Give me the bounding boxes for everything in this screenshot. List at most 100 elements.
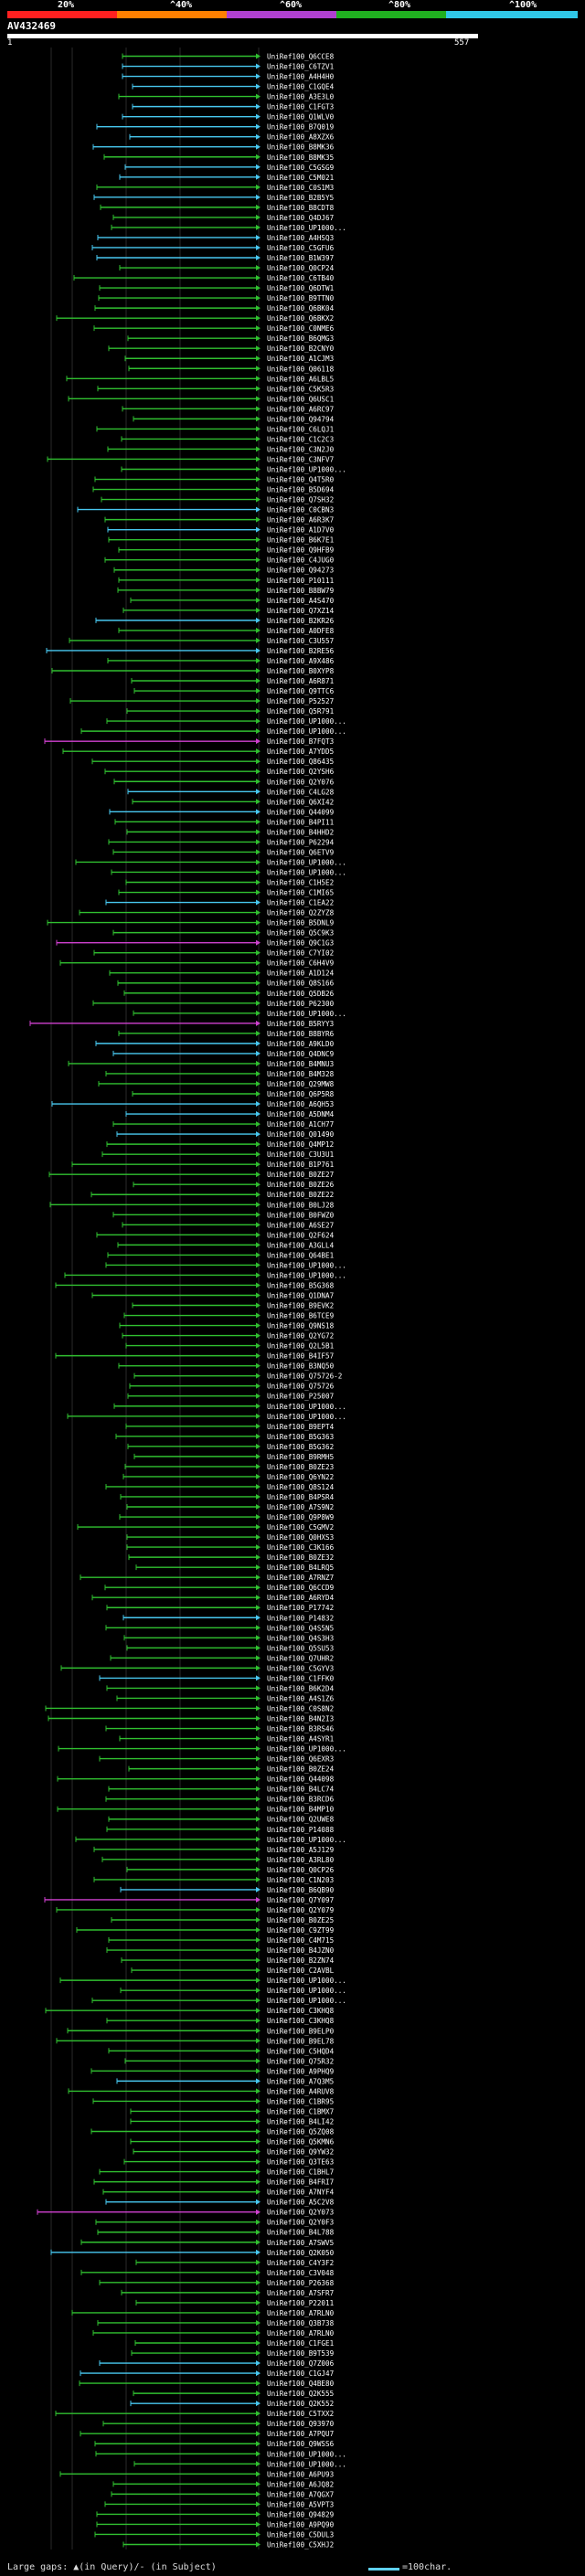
hit-id-link[interactable]: UniRef100_Q2ZYZ8	[267, 909, 335, 917]
hit-id-link[interactable]: UniRef100_UP1000...	[267, 717, 346, 726]
hit-id-link[interactable]: UniRef100_UP1000...	[267, 1010, 346, 1018]
hit-id-link[interactable]: UniRef100_P22011	[267, 2299, 335, 2307]
hit-id-link[interactable]: UniRef100_B7Q019	[267, 123, 335, 132]
hit-id-link[interactable]: UniRef100_A1D124	[267, 970, 335, 978]
hit-id-link[interactable]: UniRef100_C0CBN3	[267, 506, 334, 514]
hit-id-link[interactable]: UniRef100_A7RLN0	[267, 2329, 335, 2337]
hit-id-link[interactable]: UniRef100_B0XYP8	[267, 667, 335, 675]
hit-id-link[interactable]: UniRef100_B9ELP0	[267, 2027, 335, 2035]
hit-id-link[interactable]: UniRef100_Q01490	[267, 1130, 335, 1139]
hit-id-link[interactable]: UniRef100_A7YDD5	[267, 747, 334, 756]
hit-id-link[interactable]: UniRef100_A7PQU7	[267, 2430, 334, 2438]
hit-id-link[interactable]: UniRef100_B4HHD2	[267, 828, 334, 836]
hit-id-link[interactable]: UniRef100_C3KHQ8	[267, 2017, 335, 2025]
hit-id-link[interactable]: UniRef100_B6K2D4	[267, 1684, 335, 1692]
hit-id-link[interactable]: UniRef100_UP1000...	[267, 727, 346, 736]
hit-id-link[interactable]: UniRef100_UP1000...	[267, 1997, 346, 2005]
hit-id-link[interactable]: UniRef100_B8MK35	[267, 154, 334, 162]
hit-id-link[interactable]: UniRef100_P17742	[267, 1604, 334, 1612]
hit-id-link[interactable]: UniRef100_Q4BE80	[267, 2380, 335, 2388]
hit-id-link[interactable]: UniRef100_Q2F624	[267, 1231, 335, 1239]
hit-id-link[interactable]: UniRef100_P10111	[267, 577, 335, 585]
hit-id-link[interactable]: UniRef100_C5HQD4	[267, 2047, 335, 2055]
hit-id-link[interactable]: UniRef100_Q5C9K3	[267, 929, 334, 938]
hit-id-link[interactable]: UniRef100_B3RS46	[267, 1725, 335, 1733]
hit-id-link[interactable]: UniRef100_C4M715	[267, 1936, 334, 1945]
hit-id-link[interactable]: UniRef100_C2AVBL	[267, 1966, 335, 1975]
hit-id-link[interactable]: UniRef100_Q8S166	[267, 980, 335, 988]
hit-id-link[interactable]: UniRef100_B4FRI7	[267, 2178, 334, 2187]
hit-id-link[interactable]: UniRef100_C1H5E2	[267, 878, 334, 886]
hit-id-link[interactable]: UniRef100_A0DFE8	[267, 627, 335, 635]
hit-id-link[interactable]: UniRef100_C3K166	[267, 1543, 335, 1552]
hit-id-link[interactable]: UniRef100_Q5ZQ08	[267, 2127, 335, 2136]
hit-id-link[interactable]: UniRef100_B4MP10	[267, 1806, 335, 1814]
hit-id-link[interactable]: UniRef100_UP1000...	[267, 1977, 346, 1985]
hit-id-link[interactable]: UniRef100_C5GFU6	[267, 244, 335, 252]
hit-id-link[interactable]: UniRef100_Q7UHR2	[267, 1654, 334, 1662]
hit-id-link[interactable]: UniRef100_C5DUL3	[267, 2530, 334, 2539]
hit-id-link[interactable]: UniRef100_P52527	[267, 697, 334, 705]
hit-id-link[interactable]: UniRef100_C1EA22	[267, 899, 334, 907]
hit-id-link[interactable]: UniRef100_B0LJ28	[267, 1201, 335, 1209]
hit-id-link[interactable]: UniRef100_A3E3L0	[267, 93, 335, 101]
hit-id-link[interactable]: UniRef100_C3NFV7	[267, 455, 334, 463]
hit-id-link[interactable]: UniRef100_UP1000...	[267, 858, 346, 866]
hit-id-link[interactable]: UniRef100_B6K7E1	[267, 536, 335, 545]
hit-id-link[interactable]: UniRef100_A6SE27	[267, 1221, 334, 1229]
hit-id-link[interactable]: UniRef100_A6RYD4	[267, 1594, 335, 1602]
hit-id-link[interactable]: UniRef100_UP1000...	[267, 868, 346, 876]
hit-id-link[interactable]: UniRef100_Q94829	[267, 2510, 335, 2518]
hit-id-link[interactable]: UniRef100_P26368	[267, 2279, 335, 2287]
hit-id-link[interactable]: UniRef100_Q75726-2	[267, 1373, 342, 1381]
hit-id-link[interactable]: UniRef100_UP1000...	[267, 466, 346, 474]
hit-id-link[interactable]: UniRef100_B4M328	[267, 1070, 335, 1078]
hit-id-link[interactable]: UniRef100_B2KR26	[267, 617, 335, 625]
hit-id-link[interactable]: UniRef100_C4Y3F2	[267, 2259, 334, 2267]
hit-id-link[interactable]: UniRef100_Q6YN22	[267, 1473, 334, 1481]
hit-id-link[interactable]: UniRef100_B7FQT3	[267, 737, 334, 746]
hit-id-link[interactable]: UniRef100_B8MK36	[267, 143, 335, 152]
hit-id-link[interactable]: UniRef100_A7Q3M5	[267, 2077, 334, 2085]
hit-id-link[interactable]: UniRef100_Q06118	[267, 365, 335, 373]
hit-id-link[interactable]: UniRef100_B5D694	[267, 486, 335, 494]
hit-id-link[interactable]: UniRef100_C5XHJ2	[267, 2540, 334, 2549]
hit-id-link[interactable]: UniRef100_A7QGX7	[267, 2490, 334, 2498]
hit-id-link[interactable]: UniRef100_A4HSQ3	[267, 234, 334, 242]
hit-id-link[interactable]: UniRef100_Q6BKX2	[267, 314, 334, 323]
hit-id-link[interactable]: UniRef100_Q7Z006	[267, 2359, 335, 2368]
hit-id-link[interactable]: UniRef100_UP1000...	[267, 1261, 346, 1269]
hit-id-link[interactable]: UniRef100_C3V048	[267, 2269, 335, 2277]
hit-id-link[interactable]: UniRef100_B3RCD6	[267, 1796, 335, 1804]
hit-id-link[interactable]: UniRef100_C1BMX7	[267, 2107, 334, 2115]
hit-id-link[interactable]: UniRef100_B4MNU3	[267, 1060, 334, 1068]
hit-id-link[interactable]: UniRef100_C6TB40	[267, 274, 335, 282]
hit-id-link[interactable]: UniRef100_B9EVK2	[267, 1302, 334, 1310]
hit-id-link[interactable]: UniRef100_C1GQE4	[267, 83, 335, 91]
hit-id-link[interactable]: UniRef100_Q6CCE8	[267, 53, 335, 61]
hit-id-link[interactable]: UniRef100_Q4DJ67	[267, 214, 334, 222]
hit-id-link[interactable]: UniRef100_B9EL78	[267, 2037, 335, 2045]
hit-id-link[interactable]: UniRef100_Q2Y076	[267, 778, 335, 786]
hit-id-link[interactable]: UniRef100_Q1WLV0	[267, 113, 335, 122]
hit-id-link[interactable]: UniRef100_A4RUV8	[267, 2087, 335, 2095]
hit-id-link[interactable]: UniRef100_B4LRQ5	[267, 1564, 334, 1572]
hit-id-link[interactable]: UniRef100_B4N2I3	[267, 1715, 334, 1723]
hit-id-link[interactable]: UniRef100_Q6USC1	[267, 395, 335, 403]
hit-id-link[interactable]: UniRef100_B5G368	[267, 1281, 335, 1289]
hit-id-link[interactable]: UniRef100_B0ZE27	[267, 1171, 334, 1179]
hit-id-link[interactable]: UniRef100_C0S1M3	[267, 184, 334, 192]
hit-id-link[interactable]: UniRef100_Q93970	[267, 2420, 335, 2428]
hit-id-link[interactable]: UniRef100_A1CH77	[267, 1120, 334, 1129]
hit-id-link[interactable]: UniRef100_UP1000...	[267, 1413, 346, 1421]
hit-id-link[interactable]: UniRef100_Q8S124	[267, 1483, 335, 1491]
hit-id-link[interactable]: UniRef100_B0ZE25	[267, 1916, 334, 1924]
hit-id-link[interactable]: UniRef100_Q5KMN6	[267, 2138, 335, 2147]
hit-id-link[interactable]: UniRef100_C0S8N2	[267, 1704, 334, 1712]
hit-id-link[interactable]: UniRef100_C5K5R3	[267, 385, 334, 393]
hit-id-link[interactable]: UniRef100_B5G363	[267, 1433, 334, 1441]
hit-id-link[interactable]: UniRef100_B8CDT8	[267, 204, 335, 212]
hit-id-link[interactable]: UniRef100_Q6DTW1	[267, 284, 335, 292]
hit-id-link[interactable]: UniRef100_B0ZE23	[267, 1463, 334, 1471]
hit-id-link[interactable]: UniRef100_B4IF57	[267, 1352, 334, 1361]
